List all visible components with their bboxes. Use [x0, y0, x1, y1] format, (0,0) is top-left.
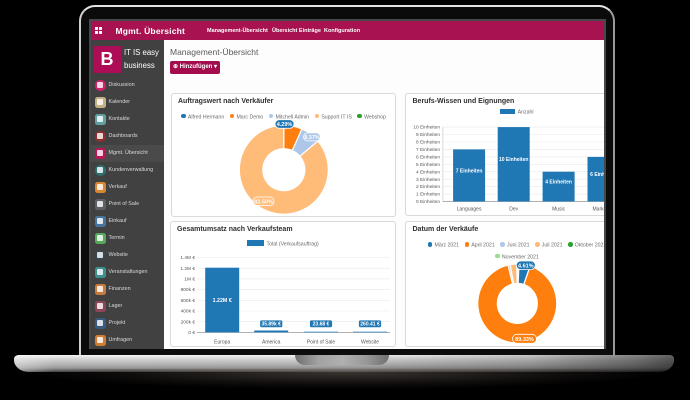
svg-text:8 Einheiten: 8 Einheiten [415, 139, 439, 145]
svg-text:Marketing: Marketing [592, 206, 606, 212]
svg-text:1.22M €: 1.22M € [213, 298, 232, 304]
svg-text:Languages: Languages [456, 206, 481, 212]
svg-text:200k €: 200k € [181, 319, 196, 325]
svg-text:7 Einheiten: 7 Einheiten [455, 168, 482, 174]
svg-text:8.37%: 8.37% [304, 134, 320, 140]
svg-text:Europa: Europa [214, 340, 230, 346]
svg-text:Website: Website [361, 340, 379, 346]
svg-text:3 Einheiten: 3 Einheiten [415, 176, 439, 182]
svg-text:2 Einheiten: 2 Einheiten [415, 184, 439, 190]
svg-text:America: America [262, 340, 281, 346]
svg-text:9 Einheiten: 9 Einheiten [415, 132, 439, 138]
svg-text:10 Einheiten: 10 Einheiten [498, 157, 527, 163]
svg-text:5 Einheiten: 5 Einheiten [415, 161, 439, 167]
svg-text:800k €: 800k € [181, 287, 196, 293]
svg-text:Point of Sale: Point of Sale [307, 340, 336, 346]
svg-text:0 Einheiten: 0 Einheiten [415, 199, 439, 205]
svg-text:1 Einheiten: 1 Einheiten [415, 191, 439, 197]
svg-text:Music: Music [552, 206, 566, 212]
svg-text:260.41 €: 260.41 € [360, 322, 380, 328]
svg-text:6 Einheiten: 6 Einheiten [590, 172, 606, 178]
svg-text:600k €: 600k € [181, 298, 196, 304]
svg-text:23.68 €: 23.68 € [313, 322, 330, 328]
svg-text:89.33%: 89.33% [515, 337, 534, 343]
svg-text:1.4M €: 1.4M € [180, 255, 195, 261]
svg-text:400k €: 400k € [181, 309, 196, 315]
svg-text:4.61%: 4.61% [517, 263, 533, 269]
svg-text:10 Einheiten: 10 Einheiten [413, 124, 440, 130]
svg-text:1M €: 1M € [184, 277, 195, 283]
svg-text:4 Einheiten: 4 Einheiten [545, 179, 572, 185]
svg-text:4 Einheiten: 4 Einheiten [415, 169, 439, 175]
svg-text:35.89k €: 35.89k € [261, 322, 281, 328]
svg-text:82.50%: 82.50% [254, 199, 273, 205]
svg-text:0 €: 0 € [188, 330, 195, 336]
svg-text:4.29%: 4.29% [277, 122, 293, 128]
svg-text:6 Einheiten: 6 Einheiten [415, 154, 439, 160]
svg-text:Dev: Dev [509, 206, 518, 212]
svg-text:1.2M €: 1.2M € [180, 266, 195, 272]
svg-text:7 Einheiten: 7 Einheiten [415, 147, 439, 153]
